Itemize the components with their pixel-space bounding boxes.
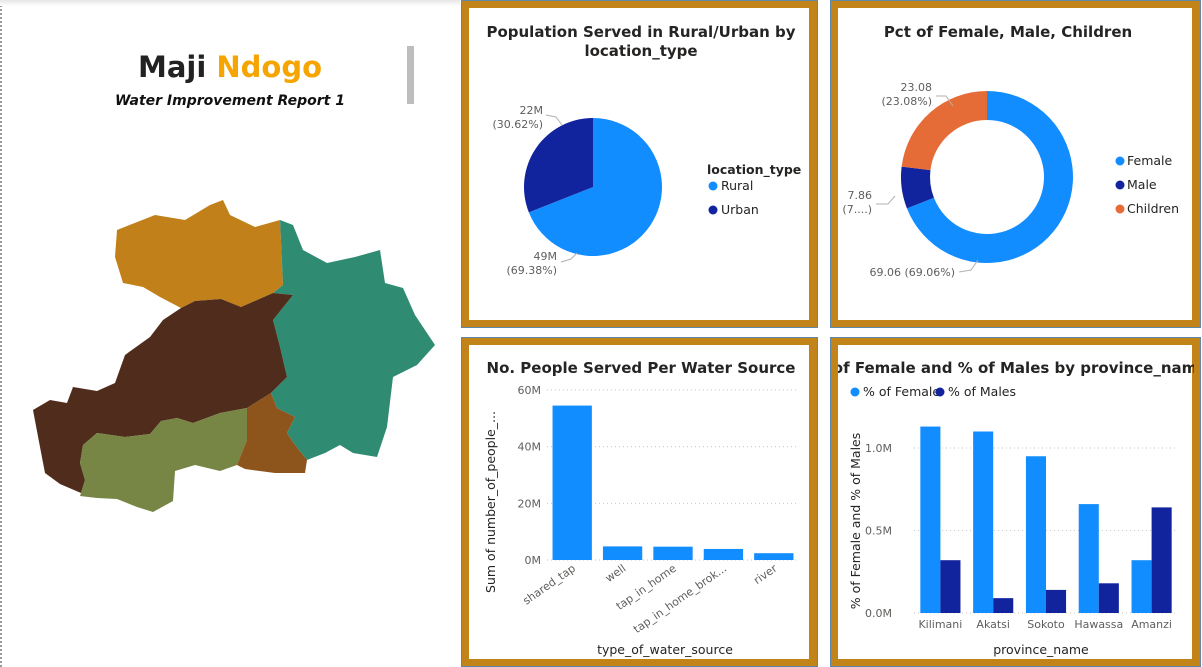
legend-marker-series-1[interactable] bbox=[850, 387, 860, 397]
legend-item-children[interactable]: Children bbox=[1127, 201, 1179, 216]
pie-slice-rural[interactable] bbox=[528, 118, 662, 256]
data-label-leader-children bbox=[936, 95, 954, 107]
y-tick-label: 40M bbox=[518, 441, 542, 454]
bar-sokoto-series-1[interactable] bbox=[1025, 456, 1046, 613]
province-bar-chart[interactable]: % of Female and % of Males by province_n… bbox=[838, 345, 1194, 661]
y-tick-label: 20M bbox=[518, 497, 542, 510]
data-label-urban-value: 22M bbox=[520, 104, 544, 117]
chart-title: % of Female and % of Males by province_n… bbox=[838, 359, 1194, 377]
water-source-bar-chart[interactable]: No. People Served Per Water Source 0M 20M… bbox=[469, 345, 811, 661]
legend-title: location_type bbox=[707, 162, 801, 178]
x-tick-label: river bbox=[751, 562, 780, 587]
data-label-leader-female bbox=[958, 259, 979, 273]
legend-marker-series-2[interactable] bbox=[935, 387, 945, 397]
legend-item-urban[interactable]: Urban bbox=[721, 202, 759, 217]
panel-water-source-bar-inner: No. People Served Per Water Source 0M 20M… bbox=[469, 345, 809, 659]
x-axis-label: type_of_water_source bbox=[597, 642, 733, 657]
data-label-rural-value: 49M bbox=[534, 250, 558, 263]
x-tick-label: Amanzi bbox=[1131, 618, 1172, 631]
population-pie-chart[interactable]: Population Served in Rural/Urban by loca… bbox=[469, 8, 811, 322]
canvas-left-border bbox=[0, 0, 3, 667]
region-map[interactable] bbox=[25, 195, 445, 525]
legend-marker-female[interactable] bbox=[1115, 156, 1125, 166]
data-label-male-value: 7.86 bbox=[848, 189, 873, 202]
map-region-south[interactable] bbox=[237, 393, 307, 473]
bar-kilimani-series-1[interactable] bbox=[920, 426, 941, 613]
y-axis-label: % of Female and % of Males bbox=[848, 433, 863, 610]
y-tick-label: 1.0M bbox=[865, 442, 892, 455]
legend-marker-children[interactable] bbox=[1115, 204, 1125, 214]
data-label-urban-pct: (30.62%) bbox=[492, 118, 543, 131]
bar-amanzi-series-2[interactable] bbox=[1151, 507, 1172, 613]
bar-river[interactable] bbox=[754, 553, 794, 560]
panel-population-pie-inner: Population Served in Rural/Urban by loca… bbox=[469, 8, 809, 320]
bar-tap_in_home[interactable] bbox=[653, 546, 693, 560]
bar-hawassa-series-2[interactable] bbox=[1098, 583, 1119, 613]
y-tick-label: 0M bbox=[525, 554, 542, 567]
legend-marker-rural[interactable] bbox=[708, 181, 718, 191]
bar-well[interactable] bbox=[602, 546, 643, 560]
panel-gender-donut-inner: Pct of Female, Male, Children 69.06 (69.… bbox=[838, 8, 1192, 320]
chart-title: Pct of Female, Male, Children bbox=[884, 23, 1132, 41]
x-tick-label: tap_in_home_brok... bbox=[631, 562, 729, 636]
bar-akatsi-series-1[interactable] bbox=[973, 431, 994, 614]
map-region-north[interactable] bbox=[115, 200, 283, 308]
x-tick-label: Hawassa bbox=[1074, 618, 1123, 631]
bar-tap_in_home_brok[interactable] bbox=[703, 548, 744, 560]
data-label-children-value: 23.08 bbox=[901, 81, 933, 94]
legend-marker-urban[interactable] bbox=[708, 205, 718, 215]
legend-item-rural[interactable]: Rural bbox=[721, 178, 753, 193]
pie-slice-urban[interactable] bbox=[524, 118, 593, 213]
chart-title-line1: Population Served in Rural/Urban by bbox=[486, 23, 795, 41]
scrollbar-thumb[interactable] bbox=[407, 46, 414, 104]
data-label-leader-urban bbox=[545, 114, 563, 126]
report-title: Maji Ndogo bbox=[137, 50, 323, 84]
panel-province-bar-inner: % of Female and % of Males by province_n… bbox=[838, 345, 1194, 661]
map-region-southwest[interactable] bbox=[80, 408, 247, 512]
legend-marker-male[interactable] bbox=[1115, 180, 1125, 190]
bar-hawassa-series-1[interactable] bbox=[1078, 504, 1099, 613]
donut-slice-female[interactable] bbox=[906, 91, 1073, 263]
data-label-leader-male bbox=[876, 195, 896, 205]
panel-gender-donut[interactable]: Pct of Female, Male, Children 69.06 (69.… bbox=[830, 0, 1201, 328]
bar-akatsi-series-2[interactable] bbox=[993, 598, 1014, 613]
y-axis-label: Sum of number_of_people_... bbox=[483, 411, 498, 593]
data-label-female: 69.06 (69.06%) bbox=[869, 266, 955, 279]
panel-population-pie[interactable]: Population Served in Rural/Urban by loca… bbox=[461, 0, 818, 328]
panel-province-bar[interactable]: % of Female and % of Males by province_n… bbox=[830, 337, 1201, 667]
x-tick-label: Akatsi bbox=[976, 618, 1010, 631]
chart-title: No. People Served Per Water Source bbox=[487, 359, 796, 377]
bar-kilimani-series-2[interactable] bbox=[940, 560, 961, 613]
y-tick-label: 60M bbox=[518, 384, 542, 397]
bar-sokoto-series-2[interactable] bbox=[1046, 589, 1067, 613]
bar-amanzi-series-1[interactable] bbox=[1131, 560, 1152, 613]
canvas-top-shade bbox=[0, 0, 460, 6]
y-tick-label: 0.0M bbox=[865, 607, 892, 620]
map-region-central[interactable] bbox=[33, 293, 293, 493]
donut-slice-children[interactable] bbox=[901, 91, 987, 171]
y-tick-label: 0.5M bbox=[865, 525, 892, 538]
legend-item-male[interactable]: Male bbox=[1127, 177, 1157, 192]
legend-item-series-1[interactable]: % of Female bbox=[863, 384, 940, 399]
legend-item-female[interactable]: Female bbox=[1127, 153, 1173, 168]
data-label-male-pct: (7....) bbox=[842, 203, 872, 216]
data-label-leader-rural bbox=[560, 252, 578, 263]
data-label-children-pct: (23.08%) bbox=[881, 95, 932, 108]
x-axis-label: province_name bbox=[993, 642, 1089, 657]
chart-title-line2: location_type bbox=[584, 42, 697, 60]
x-tick-label: Kilimani bbox=[918, 618, 962, 631]
gender-donut-chart[interactable]: Pct of Female, Male, Children 69.06 (69.… bbox=[838, 8, 1194, 322]
x-tick-label: shared_tap bbox=[520, 562, 577, 608]
x-tick-label: Sokoto bbox=[1027, 618, 1065, 631]
donut-slice-male[interactable] bbox=[901, 166, 934, 209]
map-region-east[interactable] bbox=[271, 220, 435, 460]
data-label-rural-pct: (69.38%) bbox=[506, 264, 557, 277]
report-subtitle: Water Improvement Report 1 bbox=[115, 93, 345, 109]
panel-water-source-bar[interactable]: No. People Served Per Water Source 0M 20M… bbox=[461, 337, 818, 667]
x-tick-label: well bbox=[603, 562, 628, 585]
bar-shared_tap[interactable] bbox=[552, 405, 592, 560]
legend-item-series-2[interactable]: % of Males bbox=[948, 384, 1016, 399]
